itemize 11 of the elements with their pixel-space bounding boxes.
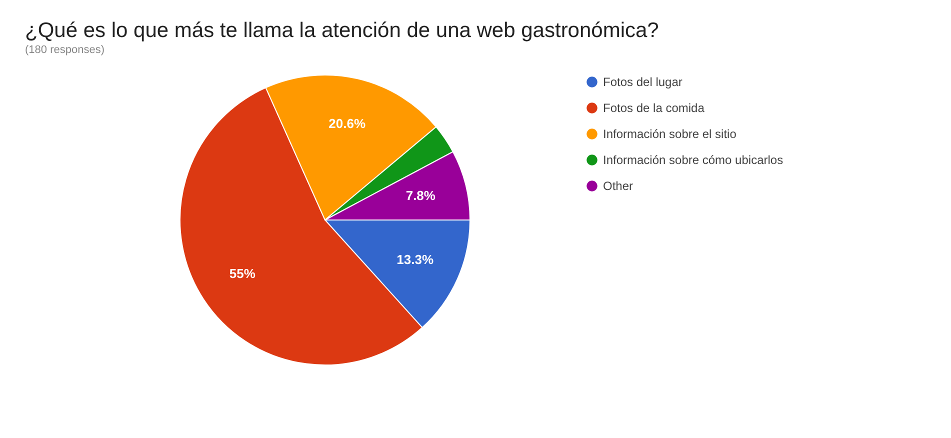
data-label: 7.8% (406, 188, 436, 204)
legend-label: Información sobre cómo ubicarlos (603, 153, 784, 167)
legend-label: Other (603, 179, 634, 193)
legend-label: Fotos del lugar (603, 75, 682, 89)
text: (180 responses) (25, 44, 104, 56)
data-label: 20.6% (328, 116, 366, 131)
data-label: 55% (229, 266, 256, 281)
legend-label: Fotos de la comida (603, 101, 705, 115)
legend-label: Información sobre el sitio (603, 127, 737, 141)
chart-title: ¿Qué es lo que más te llama la atención de una web gastronómica? (25, 19, 659, 42)
data-label: 13.3% (396, 252, 434, 268)
